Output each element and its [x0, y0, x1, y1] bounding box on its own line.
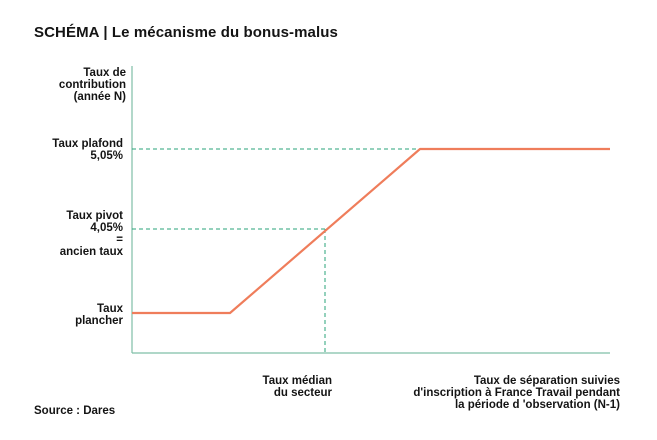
level-text: Taux pivot: [66, 210, 123, 222]
y-axis-label-line: contribution: [58, 79, 126, 91]
label-taux-plafond: Taux plafond 5,05%: [52, 138, 123, 162]
level-value: 4,05%: [90, 222, 123, 234]
source-note: Source : Dares: [34, 405, 116, 417]
x-label-line: du secteur: [273, 387, 332, 399]
y-axis-label-line: Taux de: [83, 67, 126, 79]
level-equals: =: [116, 234, 123, 246]
level-value: 5,05%: [90, 150, 123, 162]
x-label-line: la période d 'observation (N-1): [454, 399, 620, 411]
level-text: ancien taux: [59, 246, 123, 258]
level-text: Taux: [97, 303, 123, 315]
figure-title: SCHÉMA | Le mécanisme du bonus-malus: [34, 24, 338, 41]
level-text: plancher: [75, 315, 123, 327]
x-label-line: Taux de séparation suivies: [473, 375, 620, 387]
contribution-curve: [132, 147, 610, 315]
y-axis-label: Taux de contribution (année N): [59, 67, 126, 103]
x-axis-label: Taux de séparation suivies d'inscription…: [413, 375, 620, 411]
y-axis-label-line: (année N): [73, 91, 126, 103]
x-label-line: Taux médian: [262, 375, 332, 387]
label-taux-pivot: Taux pivot 4,05% = ancien taux: [60, 210, 123, 258]
label-taux-plancher: Taux plancher: [75, 303, 123, 327]
label-taux-median: Taux médian du secteur: [263, 375, 332, 399]
level-text: Taux plafond: [52, 138, 123, 150]
x-label-line: d'inscription à France Travail pendant: [413, 387, 620, 399]
